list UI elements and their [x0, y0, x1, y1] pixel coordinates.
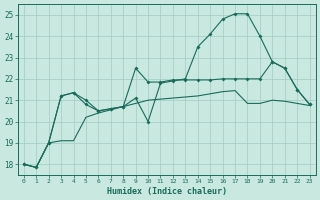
X-axis label: Humidex (Indice chaleur): Humidex (Indice chaleur)	[107, 187, 227, 196]
